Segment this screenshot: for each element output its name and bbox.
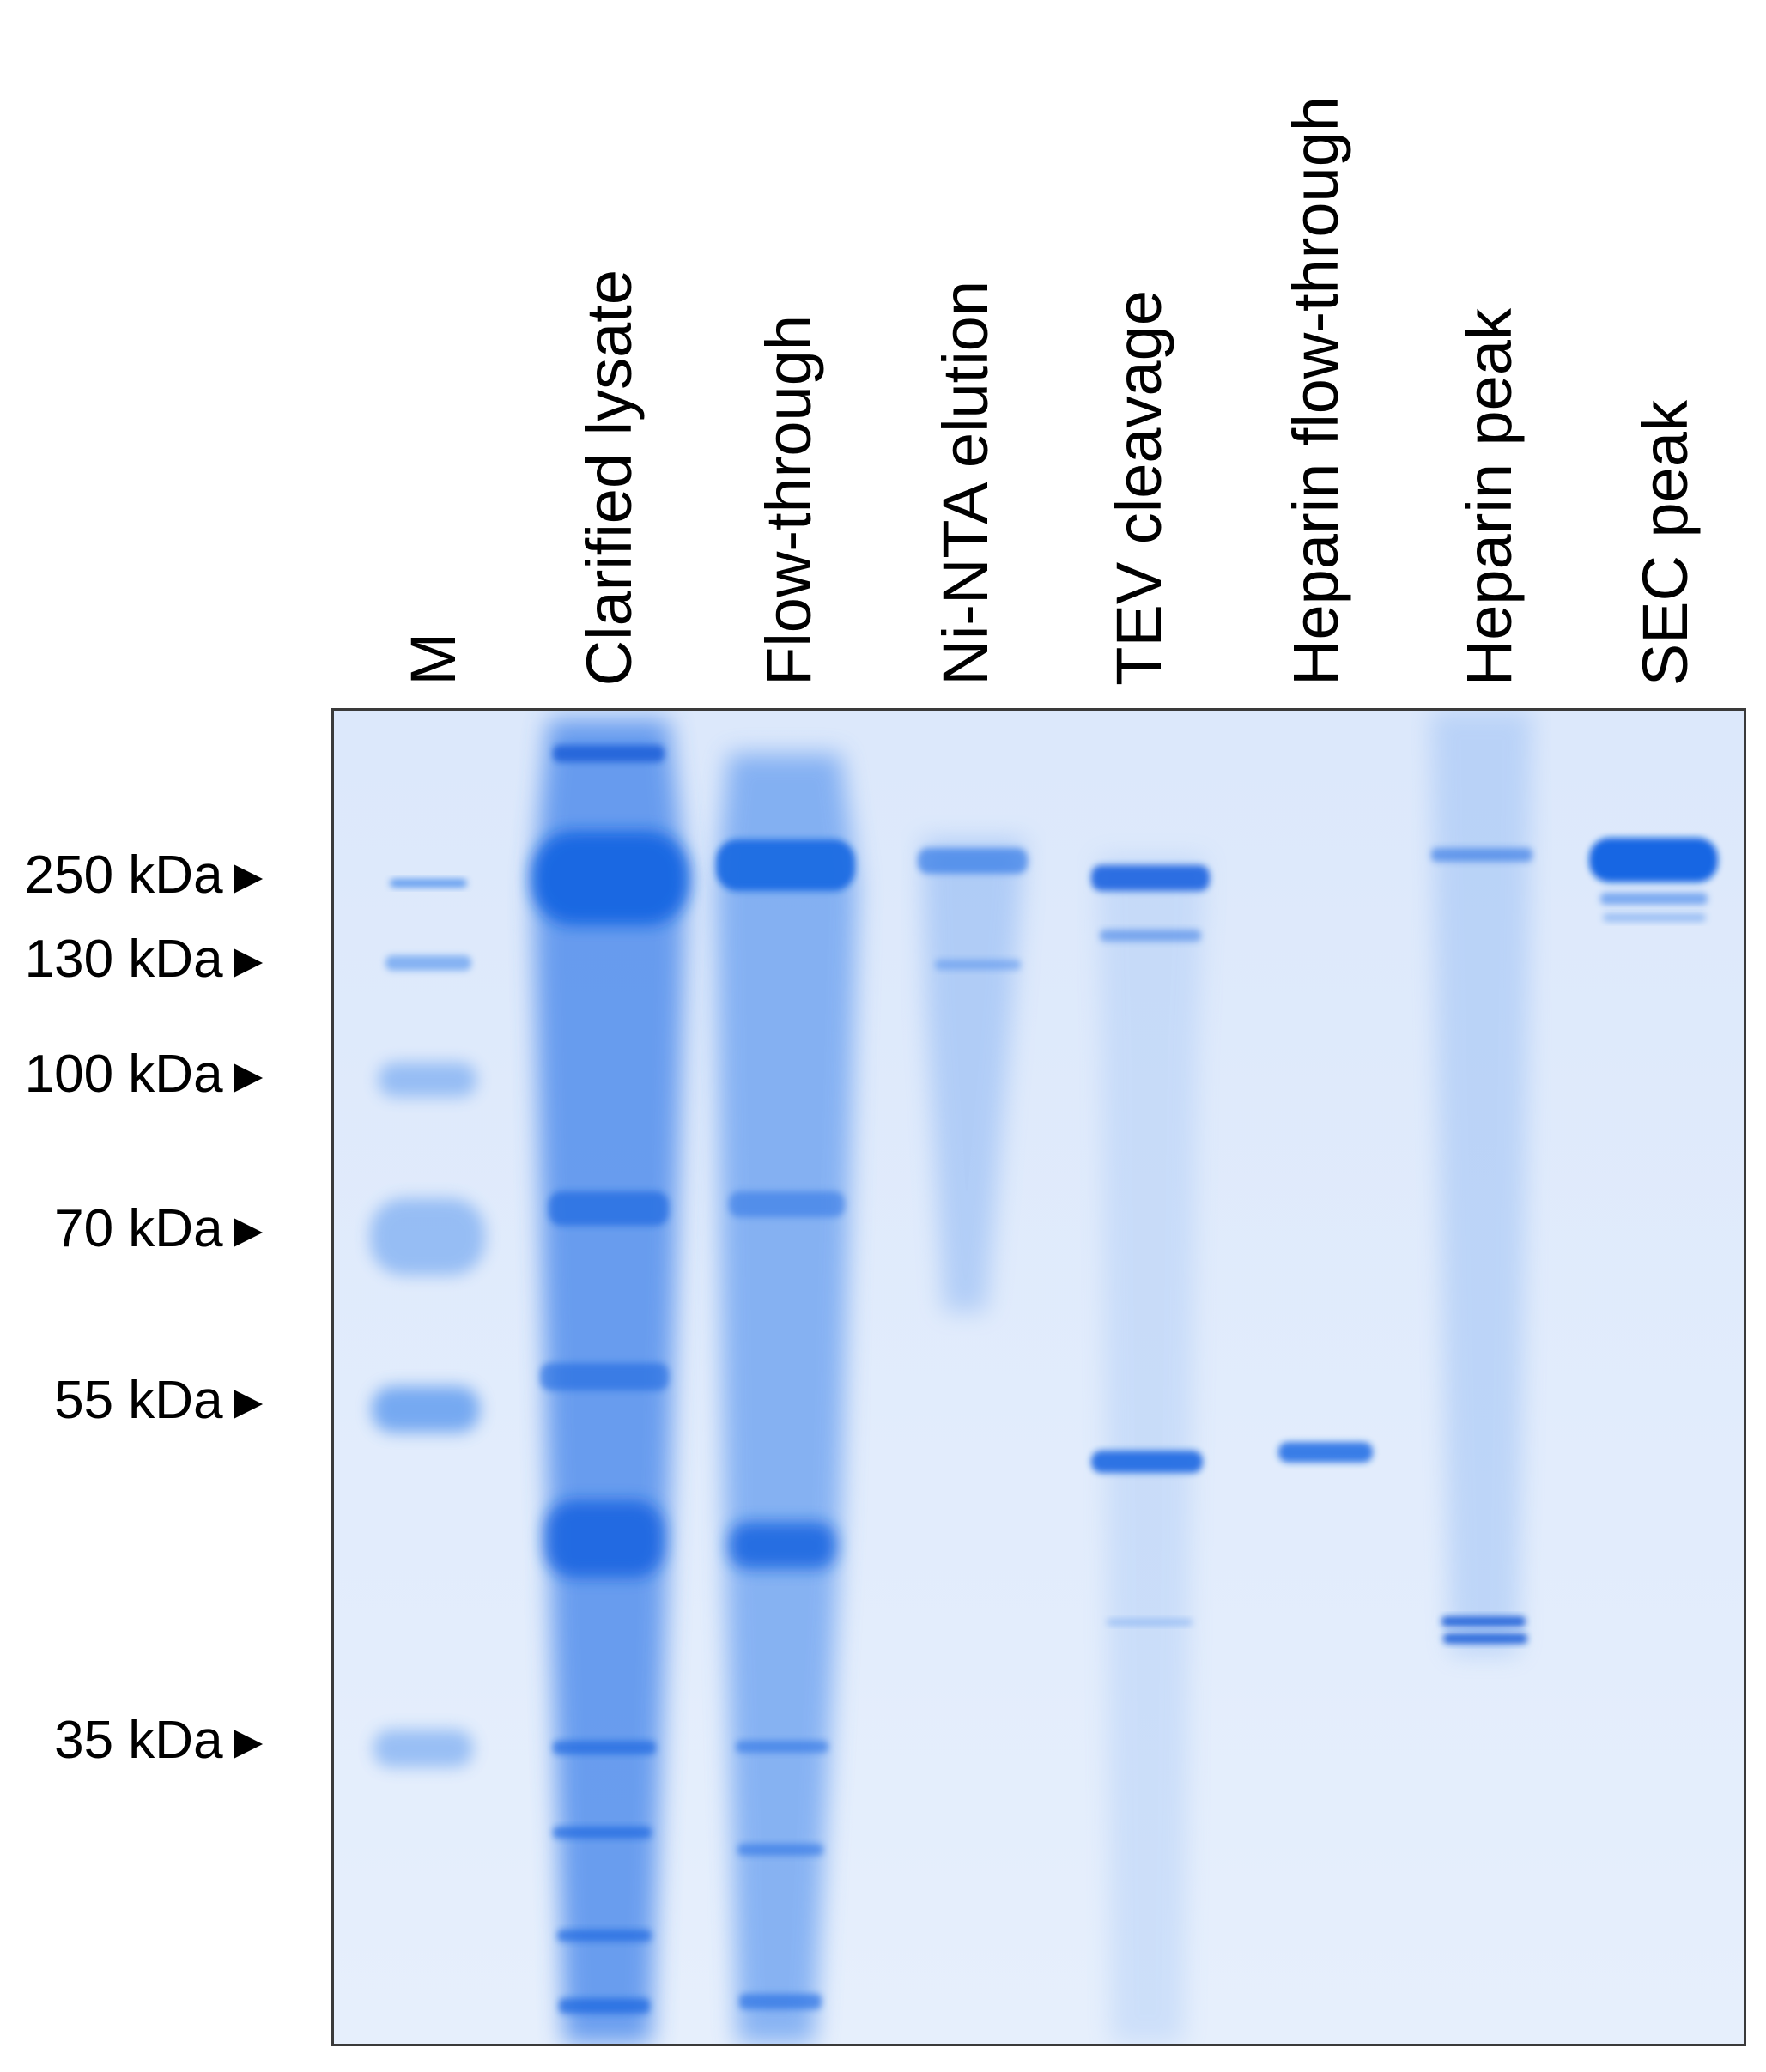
lane-tev-cleavage-bands — [1091, 857, 1210, 2044]
lane-clarified-lysate-bands — [531, 719, 689, 2044]
lane-label-flow-through: Flow-through — [753, 315, 824, 686]
gel-image — [331, 708, 1746, 2046]
lane-label-tev-cleavage: TEV cleavage — [1103, 290, 1174, 686]
ladder-band-35 — [373, 1730, 473, 1767]
lane-heparin-peak-bands — [1431, 711, 1532, 1655]
ladder-band-100 — [379, 1063, 476, 1097]
marker-100-kda: 100 kDa► — [24, 1045, 272, 1104]
ladder-band-55 — [372, 1386, 480, 1433]
lane-label-ni-nta-elution: Ni-NTA elution — [930, 281, 1001, 686]
lane-flow-through-bands — [716, 754, 858, 2044]
lane-sec-peak-bands — [1589, 838, 1718, 922]
marker-arrow-icon: ► — [224, 849, 272, 903]
ladder-band-130 — [385, 955, 471, 971]
lane-label-heparin-flow-through: Heparin flow-through — [1280, 96, 1351, 686]
lane-heparin-flow-through-bands — [1278, 1442, 1373, 1463]
marker-70-kda: 70 kDa► — [54, 1199, 272, 1258]
lane-label-sec-peak: SEC peak — [1629, 399, 1701, 686]
ladder-band-70 — [370, 1198, 485, 1275]
lane-marker-bands — [370, 879, 485, 1767]
marker-arrow-icon: ► — [224, 1203, 272, 1257]
lane-ni-nta-elution-bands — [918, 839, 1028, 1312]
lane-label-marker: M — [398, 633, 469, 686]
marker-arrow-icon: ► — [224, 933, 272, 987]
marker-arrow-icon: ► — [224, 1374, 272, 1428]
ladder-band-250 — [390, 879, 467, 888]
marker-arrow-icon: ► — [224, 1714, 272, 1768]
marker-250-kda: 250 kDa► — [24, 845, 272, 905]
marker-55-kda: 55 kDa► — [54, 1371, 272, 1430]
marker-130-kda: 130 kDa► — [24, 930, 272, 989]
gel-svg — [334, 711, 1744, 2044]
lane-label-clarified-lysate: Clarified lysate — [573, 269, 645, 686]
marker-arrow-icon: ► — [224, 1048, 272, 1102]
marker-35-kda: 35 kDa► — [54, 1711, 272, 1770]
lane-label-heparin-peak: Heparin peak — [1453, 307, 1525, 686]
